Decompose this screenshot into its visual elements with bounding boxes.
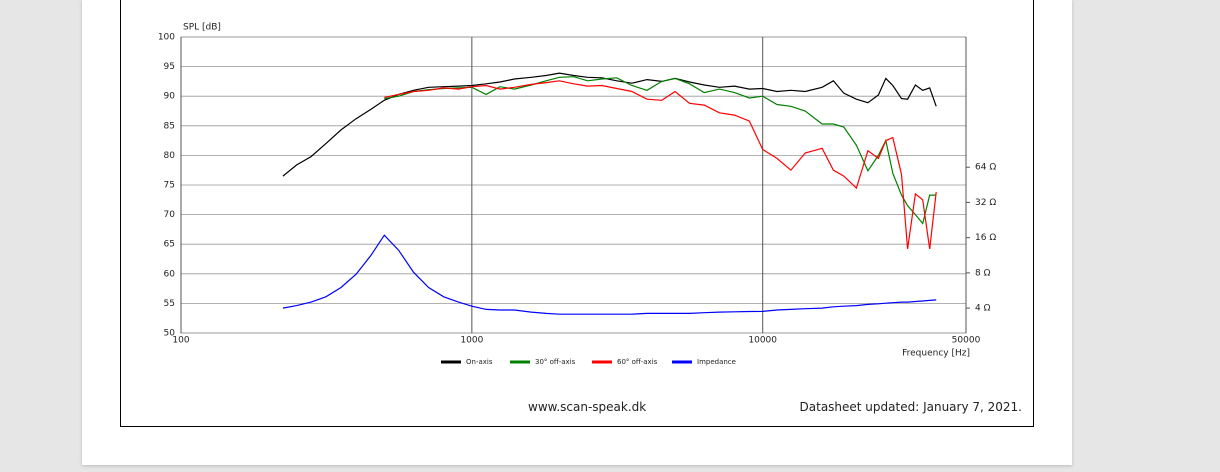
y-tick-label: 100: [158, 33, 175, 43]
y-tick-label: 85: [164, 121, 175, 131]
y-axis-title: SPL [dB]: [183, 23, 221, 33]
y2-tick-label: 8 Ω: [975, 268, 991, 278]
series-line: [384, 80, 937, 249]
updated: Datasheet updated: January 7, 2021.: [799, 400, 1022, 414]
legend-label: 60° off-axis: [617, 358, 658, 366]
y2-tick-label: 32 Ω: [975, 198, 996, 208]
legend-label: Impedance: [697, 358, 736, 366]
series-line: [282, 234, 937, 315]
y-tick-label: 65: [164, 240, 175, 250]
x-tick-label: 50000: [952, 336, 981, 346]
x-axis-title: Frequency [Hz]: [902, 349, 970, 359]
y-tick-label: 80: [164, 151, 176, 161]
y2-tick-label: 16 Ω: [975, 233, 996, 243]
x-tick-label: 100: [172, 336, 189, 346]
y-tick-label: 70: [164, 210, 176, 220]
x-tick-label: 10000: [748, 336, 777, 346]
y-tick-label: 50: [164, 329, 176, 339]
series-line: [282, 72, 937, 177]
website: www.scan-speak.dk: [528, 400, 647, 414]
y-tick-label: 55: [164, 299, 175, 309]
y-tick-label: 60: [164, 269, 176, 279]
y-tick-label: 75: [164, 181, 175, 191]
x-tick-label: 1000: [460, 336, 483, 346]
frame: [120, 0, 1034, 427]
y-tick-label: 95: [164, 62, 175, 72]
series-line: [384, 76, 937, 225]
legend-label: On-axis: [466, 358, 493, 366]
y-tick-label: 90: [164, 92, 176, 102]
legend-label: 30° off-axis: [535, 358, 576, 366]
y2-tick-label: 64 Ω: [975, 163, 996, 173]
y2-tick-label: 4 Ω: [975, 304, 991, 314]
